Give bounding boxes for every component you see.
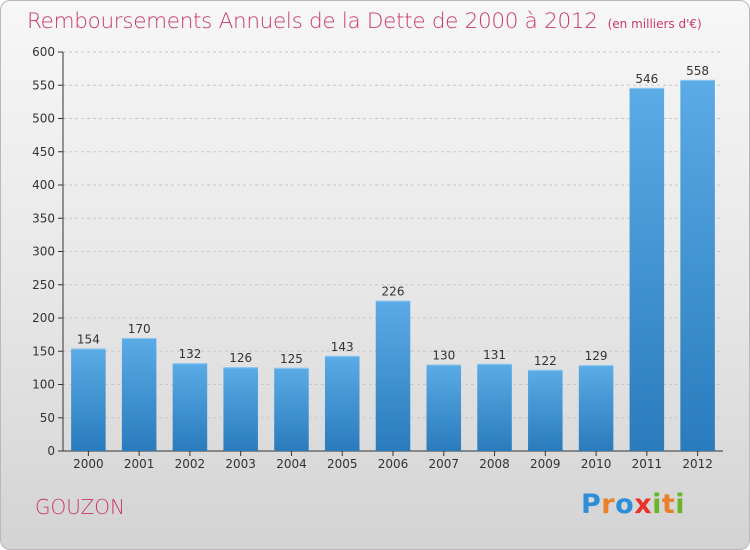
y-tick-label: 250: [32, 278, 55, 292]
brand-logo-letter: x: [634, 489, 653, 520]
x-tick-label: 2000: [73, 457, 104, 471]
title-row: Remboursements Annuels de la Dette de 20…: [27, 9, 702, 34]
y-tick-label: 0: [47, 444, 55, 458]
x-tick-label: 2005: [327, 457, 358, 471]
bar: [172, 363, 208, 451]
bar: [223, 367, 258, 451]
x-tick-label: 2010: [581, 457, 612, 471]
y-tick-label: 300: [32, 245, 55, 259]
bar: [680, 79, 715, 452]
bar: [629, 87, 665, 451]
y-tick-label: 500: [32, 112, 55, 126]
bar: [477, 363, 512, 451]
x-tick-label: 2001: [124, 457, 155, 471]
bar: [528, 369, 563, 451]
data-label: 126: [229, 351, 252, 365]
commune-name: GOUZON: [35, 495, 125, 519]
y-tick-label: 200: [32, 311, 55, 325]
brand-logo-letter: P: [581, 489, 602, 520]
x-tick-label: 2008: [479, 457, 510, 471]
bar: [121, 337, 157, 451]
x-tick-label: 2006: [378, 457, 409, 471]
x-tick-label: 2004: [276, 457, 307, 471]
bar: [426, 364, 462, 451]
y-tick-label: 150: [32, 344, 55, 358]
x-tick-label: 2002: [175, 457, 206, 471]
data-label: 143: [331, 340, 354, 354]
x-tick-label: 2011: [632, 457, 663, 471]
brand-logo-letter: i: [652, 489, 662, 520]
brand-logo-letter: o: [615, 489, 635, 520]
bar: [578, 365, 614, 451]
bar: [375, 300, 411, 451]
bar: [71, 348, 106, 451]
data-label: 546: [635, 72, 658, 86]
y-tick-label: 100: [32, 378, 55, 392]
data-label: 122: [534, 354, 557, 368]
x-tick-label: 2012: [682, 457, 713, 471]
data-label: 132: [178, 347, 201, 361]
bar: [274, 367, 309, 451]
y-tick-label: 550: [32, 78, 55, 92]
y-tick-label: 400: [32, 178, 55, 192]
brand-logo-letter: i: [675, 489, 686, 520]
data-label: 558: [686, 64, 709, 78]
data-label: 154: [77, 333, 100, 347]
y-tick-label: 450: [32, 145, 55, 159]
brand-logo-letter: t: [661, 489, 676, 520]
data-label: 131: [483, 348, 506, 362]
data-label: 170: [128, 322, 151, 336]
y-tick-label: 350: [32, 211, 55, 225]
x-tick-label: 2009: [530, 457, 561, 471]
x-tick-label: 2007: [428, 457, 459, 471]
data-label: 125: [280, 352, 303, 366]
chart-unit: (en milliers d'€): [607, 17, 702, 31]
x-tick-label: 2003: [225, 457, 256, 471]
y-tick-label: 50: [40, 411, 55, 425]
y-tick-label: 600: [32, 45, 55, 59]
data-label: 130: [432, 349, 455, 363]
brand-logo-letter: r: [601, 489, 616, 520]
data-label: 129: [585, 349, 608, 363]
data-label: 226: [382, 285, 405, 299]
chart-title: Remboursements Annuels de la Dette de 20…: [27, 9, 598, 34]
bar: [324, 355, 360, 451]
brand-logo: Proxiti: [581, 489, 685, 520]
